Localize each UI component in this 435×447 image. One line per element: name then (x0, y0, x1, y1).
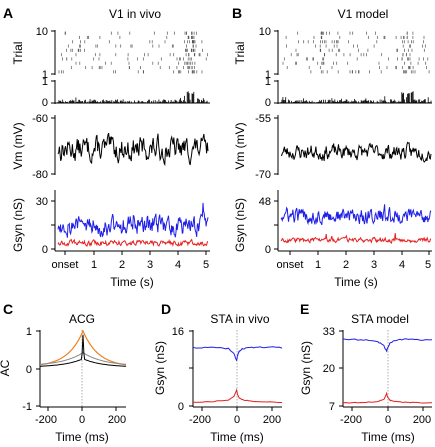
panel-letter-a: A (3, 5, 13, 21)
sta-e-xlabel: Time (ms) (361, 430, 415, 444)
title-d: STA in vivo (210, 312, 269, 326)
acg-c-xtick-0: 0 (79, 414, 85, 426)
raster-a: 10 1 Trial (11, 26, 208, 81)
sta-e-ylabel: Gsyn (nS) (299, 341, 313, 395)
gsyn-b: 48 0 Gsyn (nS) onset 1 2 3 4 5 Time (s) (233, 190, 432, 289)
gsyn-b-ge-trace (281, 204, 431, 225)
sta-d-ge-trace (193, 347, 282, 361)
gsyn-b-ylabel: Gsyn (nS) (233, 198, 247, 252)
vm-a-ytick-top: -60 (32, 113, 48, 125)
title-a: V1 in vivo (109, 7, 161, 21)
gsyn-a: 30 0 Gsyn (nS) onset 1 2 3 4 5 Time (s) (11, 190, 210, 289)
sta-e-ytick-7: 7 (329, 401, 335, 413)
psth-a-trace (58, 91, 208, 103)
gsyn-a-xtick-1: 1 (91, 259, 97, 271)
gsyn-b-gi-trace (281, 233, 431, 243)
gsyn-b-xtick-1: 1 (315, 259, 321, 271)
vm-a: -60 -80 Vm (mV) (11, 113, 208, 181)
raster-a-spikes (59, 32, 208, 74)
sta-d-xtick-200: 200 (263, 414, 281, 426)
sta-e-xtick-neg200: -200 (340, 414, 362, 426)
gsyn-a-ytick-30: 30 (36, 196, 48, 208)
acg-c-xtick-200: 200 (108, 414, 126, 426)
raster-a-ylabel: Trial (11, 42, 25, 65)
psth-b: 1 0 (265, 76, 432, 109)
gsyn-a-xtick-3: 3 (147, 259, 153, 271)
gsyn-b-xlabel: Time (s) (334, 275, 378, 289)
psth-a-ytick-bottom: 0 (42, 97, 48, 109)
sta-e-ytick-20: 20 (323, 363, 335, 375)
gsyn-a-xtick-4: 4 (175, 259, 181, 271)
gsyn-a-ge-trace (58, 203, 208, 238)
gsyn-b-xtick-onset: onset (277, 259, 304, 271)
sta-d-ylabel: Gsyn (nS) (153, 341, 167, 395)
gsyn-b-ytick-0: 0 (265, 244, 271, 256)
gsyn-a-xtick-5: 5 (203, 259, 209, 271)
psth-b-trace (281, 91, 431, 103)
gsyn-a-ytick-0: 0 (42, 244, 48, 256)
raster-b: 10 1 Trial (233, 26, 429, 81)
sta-e-xtick-200: 200 (413, 414, 431, 426)
raster-a-ytick-top: 10 (36, 26, 48, 38)
acg-c-vivo-trace-gray (40, 353, 126, 365)
gsyn-a-xtick-onset: onset (52, 259, 79, 271)
title-c: ACG (69, 312, 95, 326)
raster-b-ytick-top: 10 (259, 26, 271, 38)
acg-c-ytick-neg1: -1 (22, 401, 32, 413)
gsyn-a-gi-trace (58, 240, 208, 247)
gsyn-b-xtick-2: 2 (343, 259, 349, 271)
gsyn-b-xtick-4: 4 (399, 259, 405, 271)
panel-letter-c: C (3, 301, 13, 317)
sta-e-gi-trace (343, 393, 432, 403)
panel-letter-e: E (300, 301, 309, 317)
gsyn-b-ytick-48: 48 (259, 196, 271, 208)
sta-e-ge-trace (343, 339, 432, 351)
vm-a-trace (58, 133, 208, 165)
gsyn-a-ylabel: Gsyn (nS) (11, 198, 25, 252)
gsyn-a-xlabel: Time (s) (110, 275, 154, 289)
sta-d-ytick-0: 0 (178, 401, 184, 413)
acg-c-xlabel: Time (ms) (55, 430, 109, 444)
gsyn-b-xtick-5: 5 (425, 259, 431, 271)
panel-letter-d: D (161, 301, 171, 317)
acg-c-ylabel: AC (0, 359, 12, 376)
vm-b-ytick-top: -55 (255, 113, 271, 125)
psth-a: 1 0 (42, 76, 210, 109)
sta-d-xtick-neg200: -200 (189, 414, 211, 426)
psth-a-ytick-top: 1 (42, 76, 48, 88)
sta-d-xlabel: Time (ms) (210, 430, 264, 444)
acg-c-ytick-1: 1 (26, 326, 32, 338)
acg-c-ytick-0: 0 (26, 364, 32, 376)
sta-e: 33 20 7 Gsyn (nS) -200 0 200 Time (ms) (299, 326, 432, 444)
sta-d-ytick-16: 16 (172, 326, 184, 338)
raster-b-ylabel: Trial (233, 42, 247, 65)
acg-c-xtick-neg200: -200 (35, 414, 57, 426)
psth-b-ytick-bottom: 0 (265, 97, 271, 109)
vm-b-ylabel: Vm (mV) (233, 122, 247, 169)
gsyn-a-xtick-2: 2 (119, 259, 125, 271)
raster-b-spikes (283, 32, 429, 74)
sta-d-gi-trace (193, 390, 282, 403)
sta-e-ytick-33: 33 (323, 326, 335, 338)
sta-d: 16 0 Gsyn (nS) -200 0 200 Time (ms) (153, 326, 282, 444)
vm-a-ytick-bottom: -80 (32, 169, 48, 181)
vm-a-ylabel: Vm (mV) (11, 122, 25, 169)
acg-c: 1 0 -1 AC -200 0 200 Time (ms) (0, 326, 126, 444)
gsyn-b-xtick-3: 3 (371, 259, 377, 271)
vm-b: -55 -70 Vm (mV) (233, 113, 431, 181)
sta-e-xtick-0: 0 (385, 414, 391, 426)
panel-letter-b: B (232, 5, 242, 21)
psth-b-ytick-top: 1 (265, 76, 271, 88)
title-b: V1 model (338, 7, 389, 21)
vm-b-ytick-bottom: -70 (255, 169, 271, 181)
sta-d-xtick-0: 0 (234, 414, 240, 426)
vm-b-trace (281, 142, 431, 162)
title-e: STA model (351, 312, 409, 326)
